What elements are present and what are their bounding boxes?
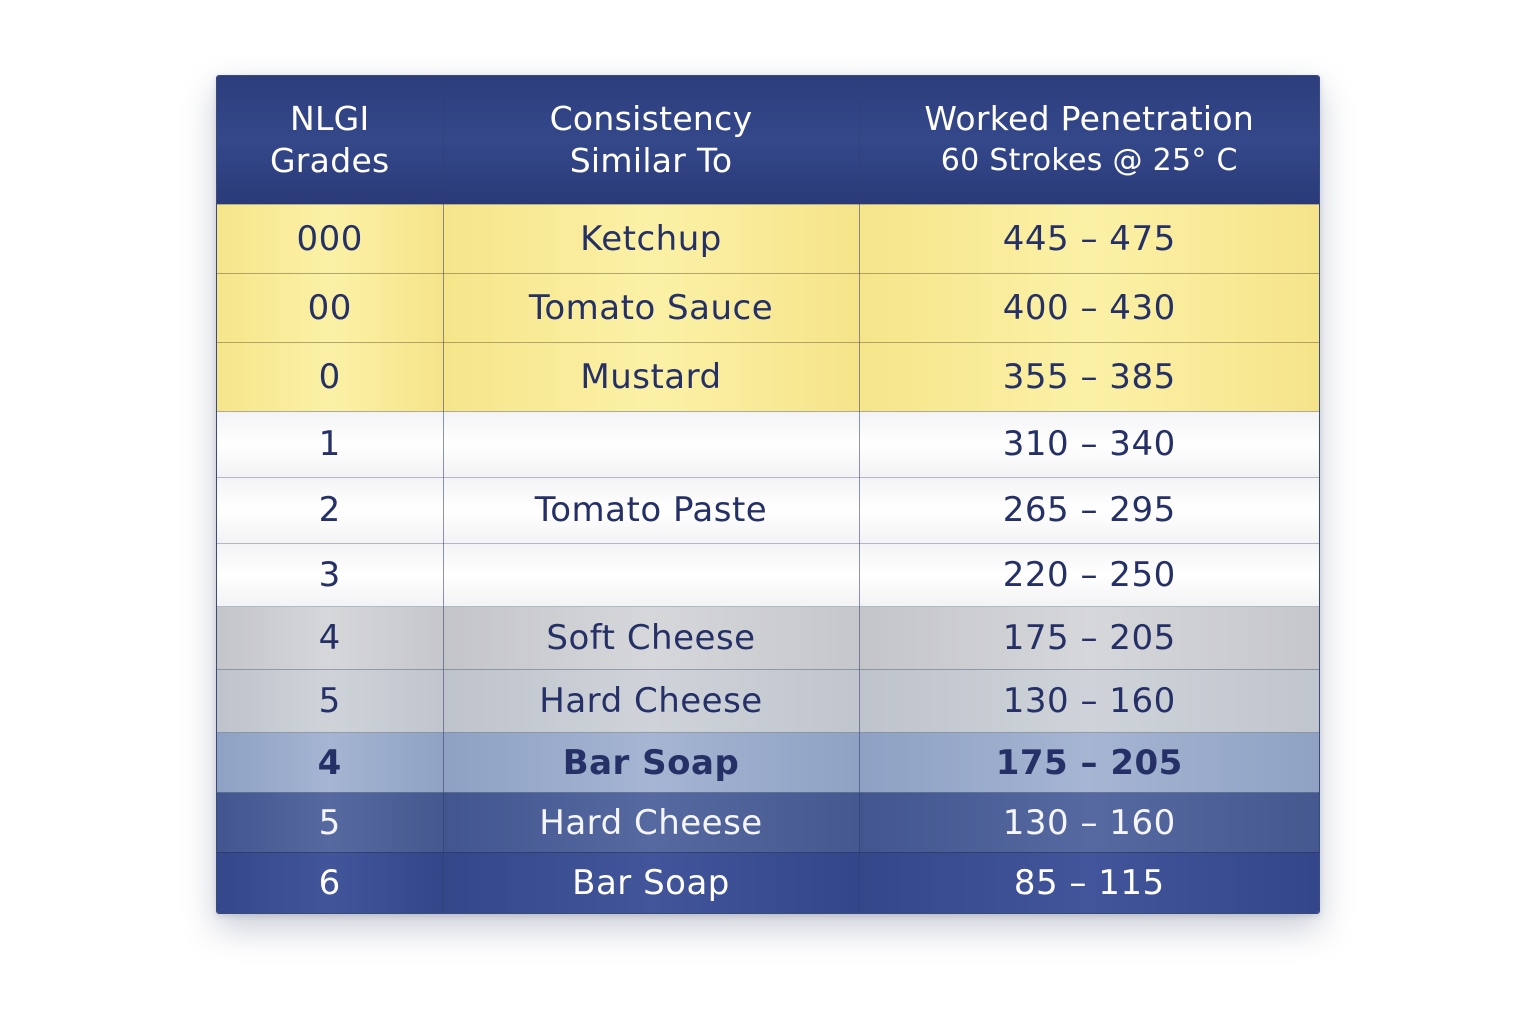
table-row: 5 Hard Cheese 130 – 160 (217, 792, 1319, 854)
cell-penetration: 175 – 205 (859, 732, 1319, 794)
cell-grade: 6 (217, 852, 444, 913)
header-text: Consistency (549, 98, 753, 138)
table-row: 5 Hard Cheese 130 – 160 (217, 669, 1319, 734)
cell-penetration: 355 – 385 (859, 342, 1319, 412)
header-text: Similar To (569, 140, 733, 180)
table-row: 4 Soft Cheese 175 – 205 (217, 606, 1319, 671)
cell-grade: 3 (217, 543, 444, 608)
header-consistency: Consistency Similar To (443, 76, 860, 205)
header-subtext: 60 Strokes @ 25° C (940, 142, 1238, 178)
cell-grade: 4 (217, 606, 444, 671)
table-row: 2 Tomato Paste 265 – 295 (217, 477, 1319, 544)
cell-grade: 5 (217, 792, 444, 854)
table-row: 6 Bar Soap 85 – 115 (217, 852, 1319, 913)
table-row: 000 Ketchup 445 – 475 (217, 204, 1319, 274)
cell-penetration: 220 – 250 (859, 543, 1319, 608)
header-worked-penetration: Worked Penetration 60 Strokes @ 25° C (859, 76, 1319, 205)
cell-similar-to: Hard Cheese (443, 792, 860, 854)
header-text: NLGI (289, 98, 370, 138)
nlgi-grade-table: NLGI Grades Consistency Similar To Worke… (217, 76, 1319, 913)
cell-grade: 4 (217, 732, 444, 794)
cell-grade: 0 (217, 342, 444, 412)
cell-penetration: 445 – 475 (859, 204, 1319, 274)
cell-similar-to: Bar Soap (443, 852, 860, 913)
cell-grade: 1 (217, 411, 444, 478)
cell-similar-to: Mustard (443, 342, 860, 412)
cell-grade: 000 (217, 204, 444, 274)
cell-similar-to: Tomato Sauce (443, 273, 860, 343)
header-nlgi-grades: NLGI Grades (217, 76, 444, 205)
cell-similar-to: Bar Soap (443, 732, 860, 794)
table-row: 0 Mustard 355 – 385 (217, 342, 1319, 412)
cell-grade: 2 (217, 477, 444, 544)
cell-similar-to: Soft Cheese (443, 606, 860, 671)
cell-similar-to: Tomato Paste (443, 477, 860, 544)
cell-penetration: 130 – 160 (859, 792, 1319, 854)
table-row: 3 220 – 250 (217, 543, 1319, 608)
header-text: Grades (269, 140, 390, 180)
table-header-row: NLGI Grades Consistency Similar To Worke… (217, 76, 1319, 205)
table-row: 1 310 – 340 (217, 411, 1319, 478)
cell-penetration: 310 – 340 (859, 411, 1319, 478)
cell-similar-to: Ketchup (443, 204, 860, 274)
cell-penetration: 130 – 160 (859, 669, 1319, 734)
cell-penetration: 175 – 205 (859, 606, 1319, 671)
cell-penetration: 85 – 115 (859, 852, 1319, 913)
cell-penetration: 265 – 295 (859, 477, 1319, 544)
cell-penetration: 400 – 430 (859, 273, 1319, 343)
cell-grade: 5 (217, 669, 444, 734)
cell-similar-to: Hard Cheese (443, 669, 860, 734)
table-row: 4 Bar Soap 175 – 205 (217, 732, 1319, 794)
cell-similar-to (443, 543, 860, 608)
header-text: Worked Penetration (924, 98, 1255, 138)
cell-grade: 00 (217, 273, 444, 343)
cell-similar-to (443, 411, 860, 478)
nlgi-grade-table-card: NLGI Grades Consistency Similar To Worke… (216, 75, 1320, 914)
table-row: 00 Tomato Sauce 400 – 430 (217, 273, 1319, 343)
